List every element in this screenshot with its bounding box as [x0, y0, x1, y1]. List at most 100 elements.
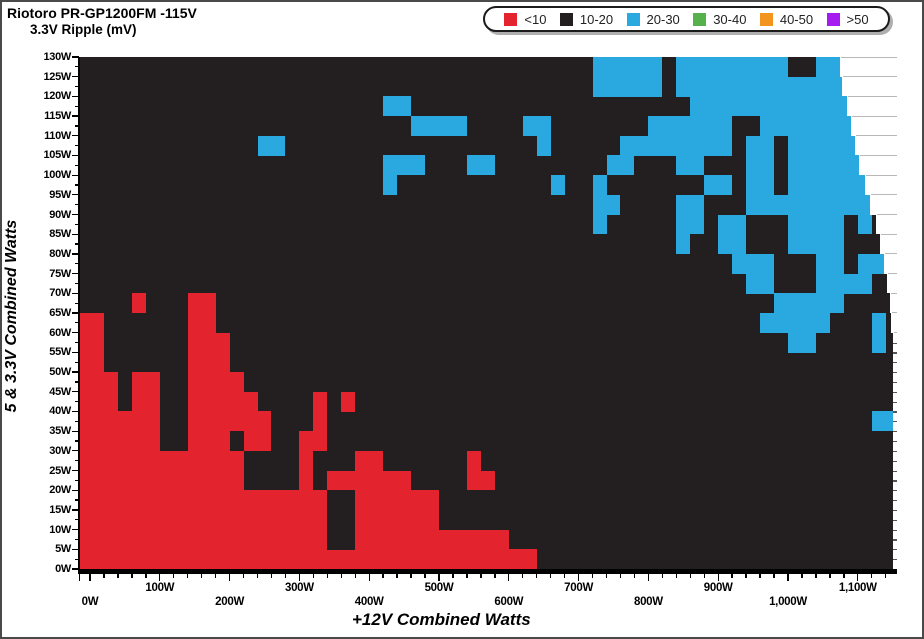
- heatmap-red-column: [494, 529, 509, 569]
- x-axis-tick: [829, 573, 831, 578]
- y-axis-tick-label: 120W: [43, 90, 71, 103]
- y-axis-tick-label: 85W: [49, 228, 71, 241]
- heatmap-cell: [229, 431, 244, 452]
- heatmap-cell: [815, 57, 830, 77]
- heatmap-cell: [774, 194, 788, 215]
- x-axis-tick: [759, 573, 761, 578]
- heatmap-cell: [313, 450, 328, 471]
- x-axis-tick: [117, 573, 119, 578]
- heatmap-black-band: [80, 450, 893, 471]
- heatmap-cell: [760, 76, 775, 97]
- x-axis-tick: [577, 573, 580, 581]
- heatmap-black-band: [80, 253, 884, 274]
- y-axis-title: 5 & 3.3V Combined Watts: [3, 219, 20, 413]
- x-axis-tick: [857, 573, 859, 581]
- gridline: [884, 253, 897, 255]
- legend-color-swatch: [626, 12, 640, 26]
- edge-tick: [893, 342, 898, 344]
- gridline: [888, 273, 897, 275]
- gridline: [881, 233, 897, 235]
- heatmap-cell: [676, 194, 691, 215]
- heatmap-red-column: [103, 372, 118, 569]
- heatmap-cell: [690, 57, 705, 77]
- y-axis-tick: [72, 430, 79, 432]
- x-axis-tick: [494, 573, 496, 578]
- x-axis-tick: [228, 573, 231, 581]
- heatmap-cell: [480, 155, 495, 176]
- heatmap-cell: [788, 96, 802, 117]
- gridline: [892, 312, 897, 314]
- heatmap-cell: [676, 234, 691, 255]
- x-axis-tick-label: 1,100W: [838, 582, 877, 594]
- heatmap-cell: [801, 155, 816, 176]
- heatmap-cell: [843, 194, 858, 215]
- heatmap-cell: [857, 214, 872, 235]
- heatmap-cell: [829, 57, 840, 77]
- x-axis-tick: [79, 573, 81, 581]
- y-axis-tick: [74, 460, 79, 462]
- heatmap-cell: [592, 76, 607, 97]
- y-axis-tick: [72, 174, 79, 176]
- heatmap-cell: [732, 57, 747, 77]
- heatmap-cell: [774, 293, 788, 314]
- x-axis-tick: [396, 573, 398, 578]
- heatmap-cell: [327, 509, 342, 530]
- x-axis-tick: [871, 573, 873, 578]
- heatmap-red-column: [285, 490, 300, 569]
- heatmap-cell: [690, 116, 705, 136]
- y-axis-tick: [72, 253, 79, 255]
- heatmap-cell: [746, 273, 761, 294]
- legend-label: 40-50: [779, 11, 814, 27]
- heatmap-black-band: [80, 214, 876, 235]
- x-axis-tick: [382, 573, 384, 578]
- y-axis-tick-label: 35W: [49, 425, 71, 438]
- heatmap-cell: [648, 135, 663, 156]
- y-axis-tick: [72, 312, 79, 314]
- heatmap-cell: [760, 273, 775, 294]
- y-axis-tick-label: 30W: [49, 444, 71, 457]
- edge-tick: [893, 519, 898, 521]
- y-axis-tick: [72, 371, 79, 373]
- heatmap-cell: [383, 155, 398, 176]
- y-axis-tick-label: 20W: [49, 484, 71, 497]
- x-axis-tick: [131, 573, 133, 578]
- heatmap-cell: [760, 253, 775, 274]
- x-axis-title: +12V Combined Watts: [352, 610, 531, 629]
- x-axis-tick: [689, 573, 691, 578]
- heatmap-cell: [201, 293, 216, 314]
- heatmap-cell: [843, 175, 858, 196]
- heatmap-black-band: [80, 273, 888, 294]
- edge-tick: [893, 440, 898, 443]
- heatmap-cell: [452, 509, 467, 530]
- y-axis-tick: [74, 440, 79, 442]
- edge-tick: [893, 401, 898, 403]
- heatmap-cell: [871, 312, 886, 333]
- heatmap-cell: [871, 332, 886, 353]
- heatmap-cell: [746, 76, 761, 97]
- heatmap-cell: [257, 470, 272, 491]
- x-axis-tick-label: 400W: [354, 596, 384, 608]
- heatmap-cell: [746, 96, 761, 117]
- y-axis-tick: [74, 322, 79, 324]
- heatmap-cell: [327, 490, 342, 511]
- gridline: [840, 56, 897, 58]
- heatmap-red-column: [173, 450, 188, 569]
- heatmap-cell: [243, 470, 258, 491]
- heatmap-cell: [313, 411, 328, 432]
- heatmap-cell: [648, 76, 663, 97]
- y-axis-tick: [74, 282, 79, 285]
- heatmap-cell: [815, 214, 830, 235]
- heatmap-cell: [676, 214, 691, 235]
- x-axis-tick: [187, 573, 189, 578]
- x-axis-tick-label: 100W: [145, 582, 175, 594]
- y-axis-tick: [72, 95, 79, 97]
- y-axis-tick: [72, 410, 79, 413]
- heatmap-black-band: [80, 175, 865, 196]
- heatmap-black-band: [80, 135, 855, 156]
- legend-label: >50: [846, 11, 869, 27]
- heatmap-cell: [648, 57, 663, 77]
- heatmap-cell: [718, 135, 733, 156]
- x-axis-tick: [536, 573, 538, 578]
- y-axis-line: [78, 57, 80, 574]
- heatmap-cell: [788, 214, 802, 235]
